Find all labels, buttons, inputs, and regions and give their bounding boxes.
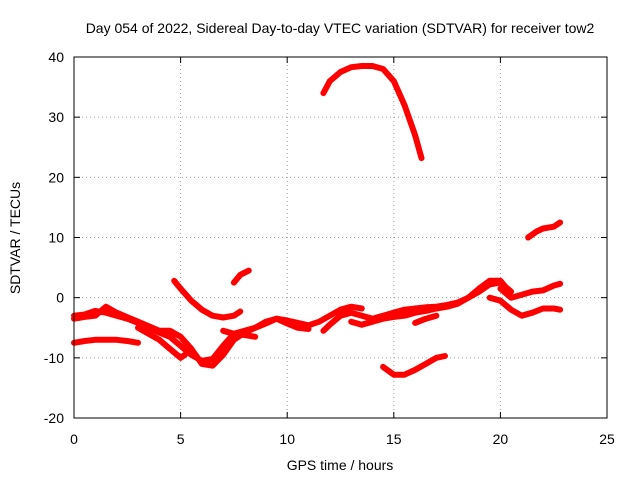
series-arc-c	[135, 324, 188, 361]
series-arc-j	[348, 277, 510, 328]
series-arc-f	[230, 267, 252, 286]
x-tick-label: 10	[279, 431, 295, 447]
series-arc-k	[412, 312, 440, 326]
y-tick-label: 10	[48, 230, 64, 246]
y-tick-label: 40	[48, 49, 64, 65]
x-tick-label: 0	[70, 431, 78, 447]
series-arc-l	[380, 353, 448, 378]
series-layer	[71, 63, 564, 378]
series-arc-d	[71, 336, 141, 346]
chart-title: Day 054 of 2022, Sidereal Day-to-day VTE…	[86, 20, 595, 36]
series-arc-n	[497, 280, 564, 301]
y-tick-label: -10	[44, 350, 64, 366]
x-tick-label: 15	[386, 431, 402, 447]
y-tick-label: 20	[48, 169, 64, 185]
y-tick-label: 0	[56, 290, 64, 306]
series-arc-m	[486, 294, 564, 319]
y-tick-labels: -20 -10 0 10 20 30 40	[44, 49, 64, 426]
x-tick-label: 25	[599, 431, 615, 447]
ticks	[73, 56, 608, 419]
y-tick-label: -20	[44, 410, 64, 426]
series-arc-e	[171, 277, 244, 321]
series-arc-g	[220, 327, 259, 340]
x-tick-labels: 0 5 10 15 20 25	[70, 431, 615, 447]
x-axis-label: GPS time / hours	[287, 457, 394, 473]
series-arc-h	[320, 63, 425, 162]
x-tick-label: 5	[177, 431, 185, 447]
series-arc-o	[525, 219, 564, 241]
x-tick-label: 20	[493, 431, 509, 447]
series-arc-b	[71, 303, 312, 369]
y-tick-label: 30	[48, 109, 64, 125]
y-axis-label: SDTVAR / TECUs	[7, 182, 23, 294]
